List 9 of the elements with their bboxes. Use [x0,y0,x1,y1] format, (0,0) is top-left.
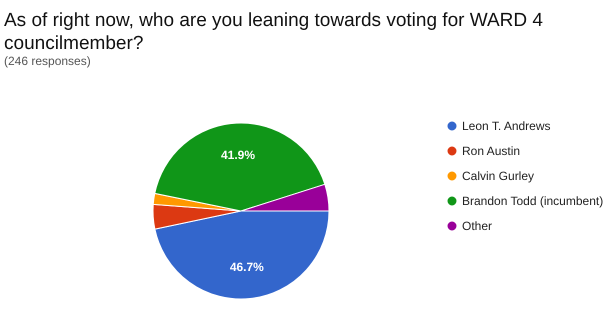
legend-label: Other [462,219,492,233]
text: (246 responses) [4,54,91,68]
data-label: 41.9% [220,148,256,162]
legend-label: Ron Austin [462,144,520,158]
legend-label: Brandon Todd (incumbent) [462,194,604,208]
data-label: 46.7% [230,260,264,274]
legend-label: Leon T. Andrews [462,119,551,133]
legend-label: Calvin Gurley [462,169,534,183]
chart-title: As of right now, who are you leaning towards voting for WARD 4 councilmember? [4,10,544,54]
